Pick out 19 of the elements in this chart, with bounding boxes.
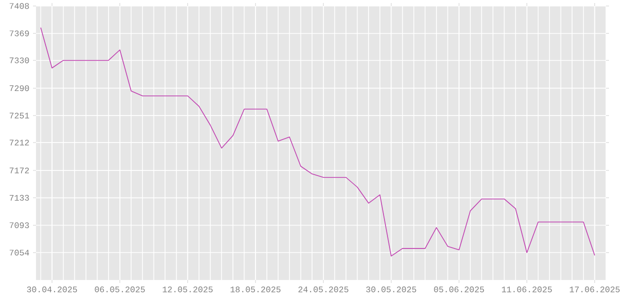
y-tick-label: 7212 [10, 140, 29, 146]
y-tick-label: 7408 [10, 3, 29, 9]
x-tick-label: 18.05.2025 [230, 286, 280, 292]
y-tick-label: 7172 [10, 168, 29, 174]
y-tick-label: 7369 [10, 30, 29, 36]
y-tick-label: 7290 [10, 85, 29, 92]
x-tick-label: 06.05.2025 [94, 286, 145, 292]
y-tick-label: 7133 [10, 194, 29, 201]
y-tick-label: 7054 [10, 250, 30, 256]
x-tick-label: 30.05.2025 [366, 286, 416, 292]
y-tick-label: 7251 [10, 112, 30, 118]
x-tick-label: 12.05.2025 [162, 286, 213, 292]
x-tick-label: 24.05.2025 [298, 286, 348, 292]
x-tick-label: 05.06.2025 [434, 286, 484, 292]
y-tick-label: 7093 [10, 222, 29, 228]
x-tick-label: 17.06.2025 [570, 286, 620, 292]
y-tick-label: 7330 [10, 57, 29, 64]
x-tick-label: 30.04.2025 [27, 286, 77, 292]
x-tick-label: 11.06.2025 [502, 286, 552, 292]
